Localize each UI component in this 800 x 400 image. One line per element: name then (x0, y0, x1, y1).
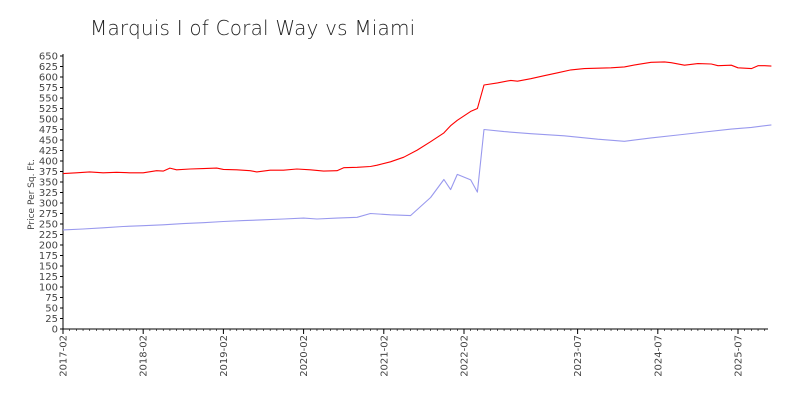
y-tick-label: 425 (39, 146, 58, 157)
series-line-1 (62, 61, 772, 175)
x-tick-label: 2022-02 (459, 335, 470, 377)
y-tick-label: 575 (39, 83, 58, 94)
y-tick-label: 25 (45, 314, 58, 325)
y-tick-label: 325 (39, 188, 58, 199)
y-tick-label: 250 (39, 220, 58, 231)
series-layer (62, 61, 772, 231)
y-tick-label: 175 (39, 251, 58, 262)
y-tick-label: 350 (39, 178, 58, 189)
axes: 0255075100125150175200225250275300325350… (27, 52, 768, 377)
y-tick-label: 400 (39, 157, 58, 168)
x-tick-label: 2024-07 (653, 335, 664, 377)
y-tick-label: 300 (39, 199, 58, 210)
y-tick-label: 375 (39, 167, 58, 178)
x-tick-label: 2017-02 (59, 335, 70, 377)
y-tick-label: 600 (39, 73, 58, 84)
y-tick-label: 500 (39, 115, 58, 126)
x-tick-label: 2021-02 (379, 335, 390, 377)
y-tick-label: 450 (39, 136, 58, 147)
y-axis-title: Price Per Sq. Ft. (27, 159, 37, 230)
chart-title: Marquis I of Coral Way vs Miami (90, 16, 416, 40)
x-tick-label: 2025-07 (734, 335, 745, 377)
x-tick-label: 2018-02 (139, 335, 150, 377)
series-line-2 (62, 124, 772, 231)
y-tick-label: 525 (39, 104, 58, 115)
y-tick-label: 225 (39, 230, 58, 241)
y-tick-label: 50 (45, 304, 58, 315)
y-tick-label: 0 (52, 325, 58, 336)
y-tick-label: 625 (39, 62, 58, 73)
y-tick-label: 550 (39, 94, 58, 105)
x-tick-label: 2019-02 (219, 335, 230, 377)
y-tick-label: 100 (39, 283, 58, 294)
y-tick-label: 275 (39, 209, 58, 220)
y-tick-label: 75 (45, 293, 58, 304)
x-tick-label: 2020-02 (299, 335, 310, 377)
x-tick-label: 2023-07 (573, 335, 584, 377)
y-tick-label: 475 (39, 125, 58, 136)
y-tick-label: 125 (39, 272, 58, 283)
y-tick-label: 650 (39, 52, 58, 63)
y-tick-label: 150 (39, 262, 58, 273)
y-tick-label: 200 (39, 241, 58, 252)
